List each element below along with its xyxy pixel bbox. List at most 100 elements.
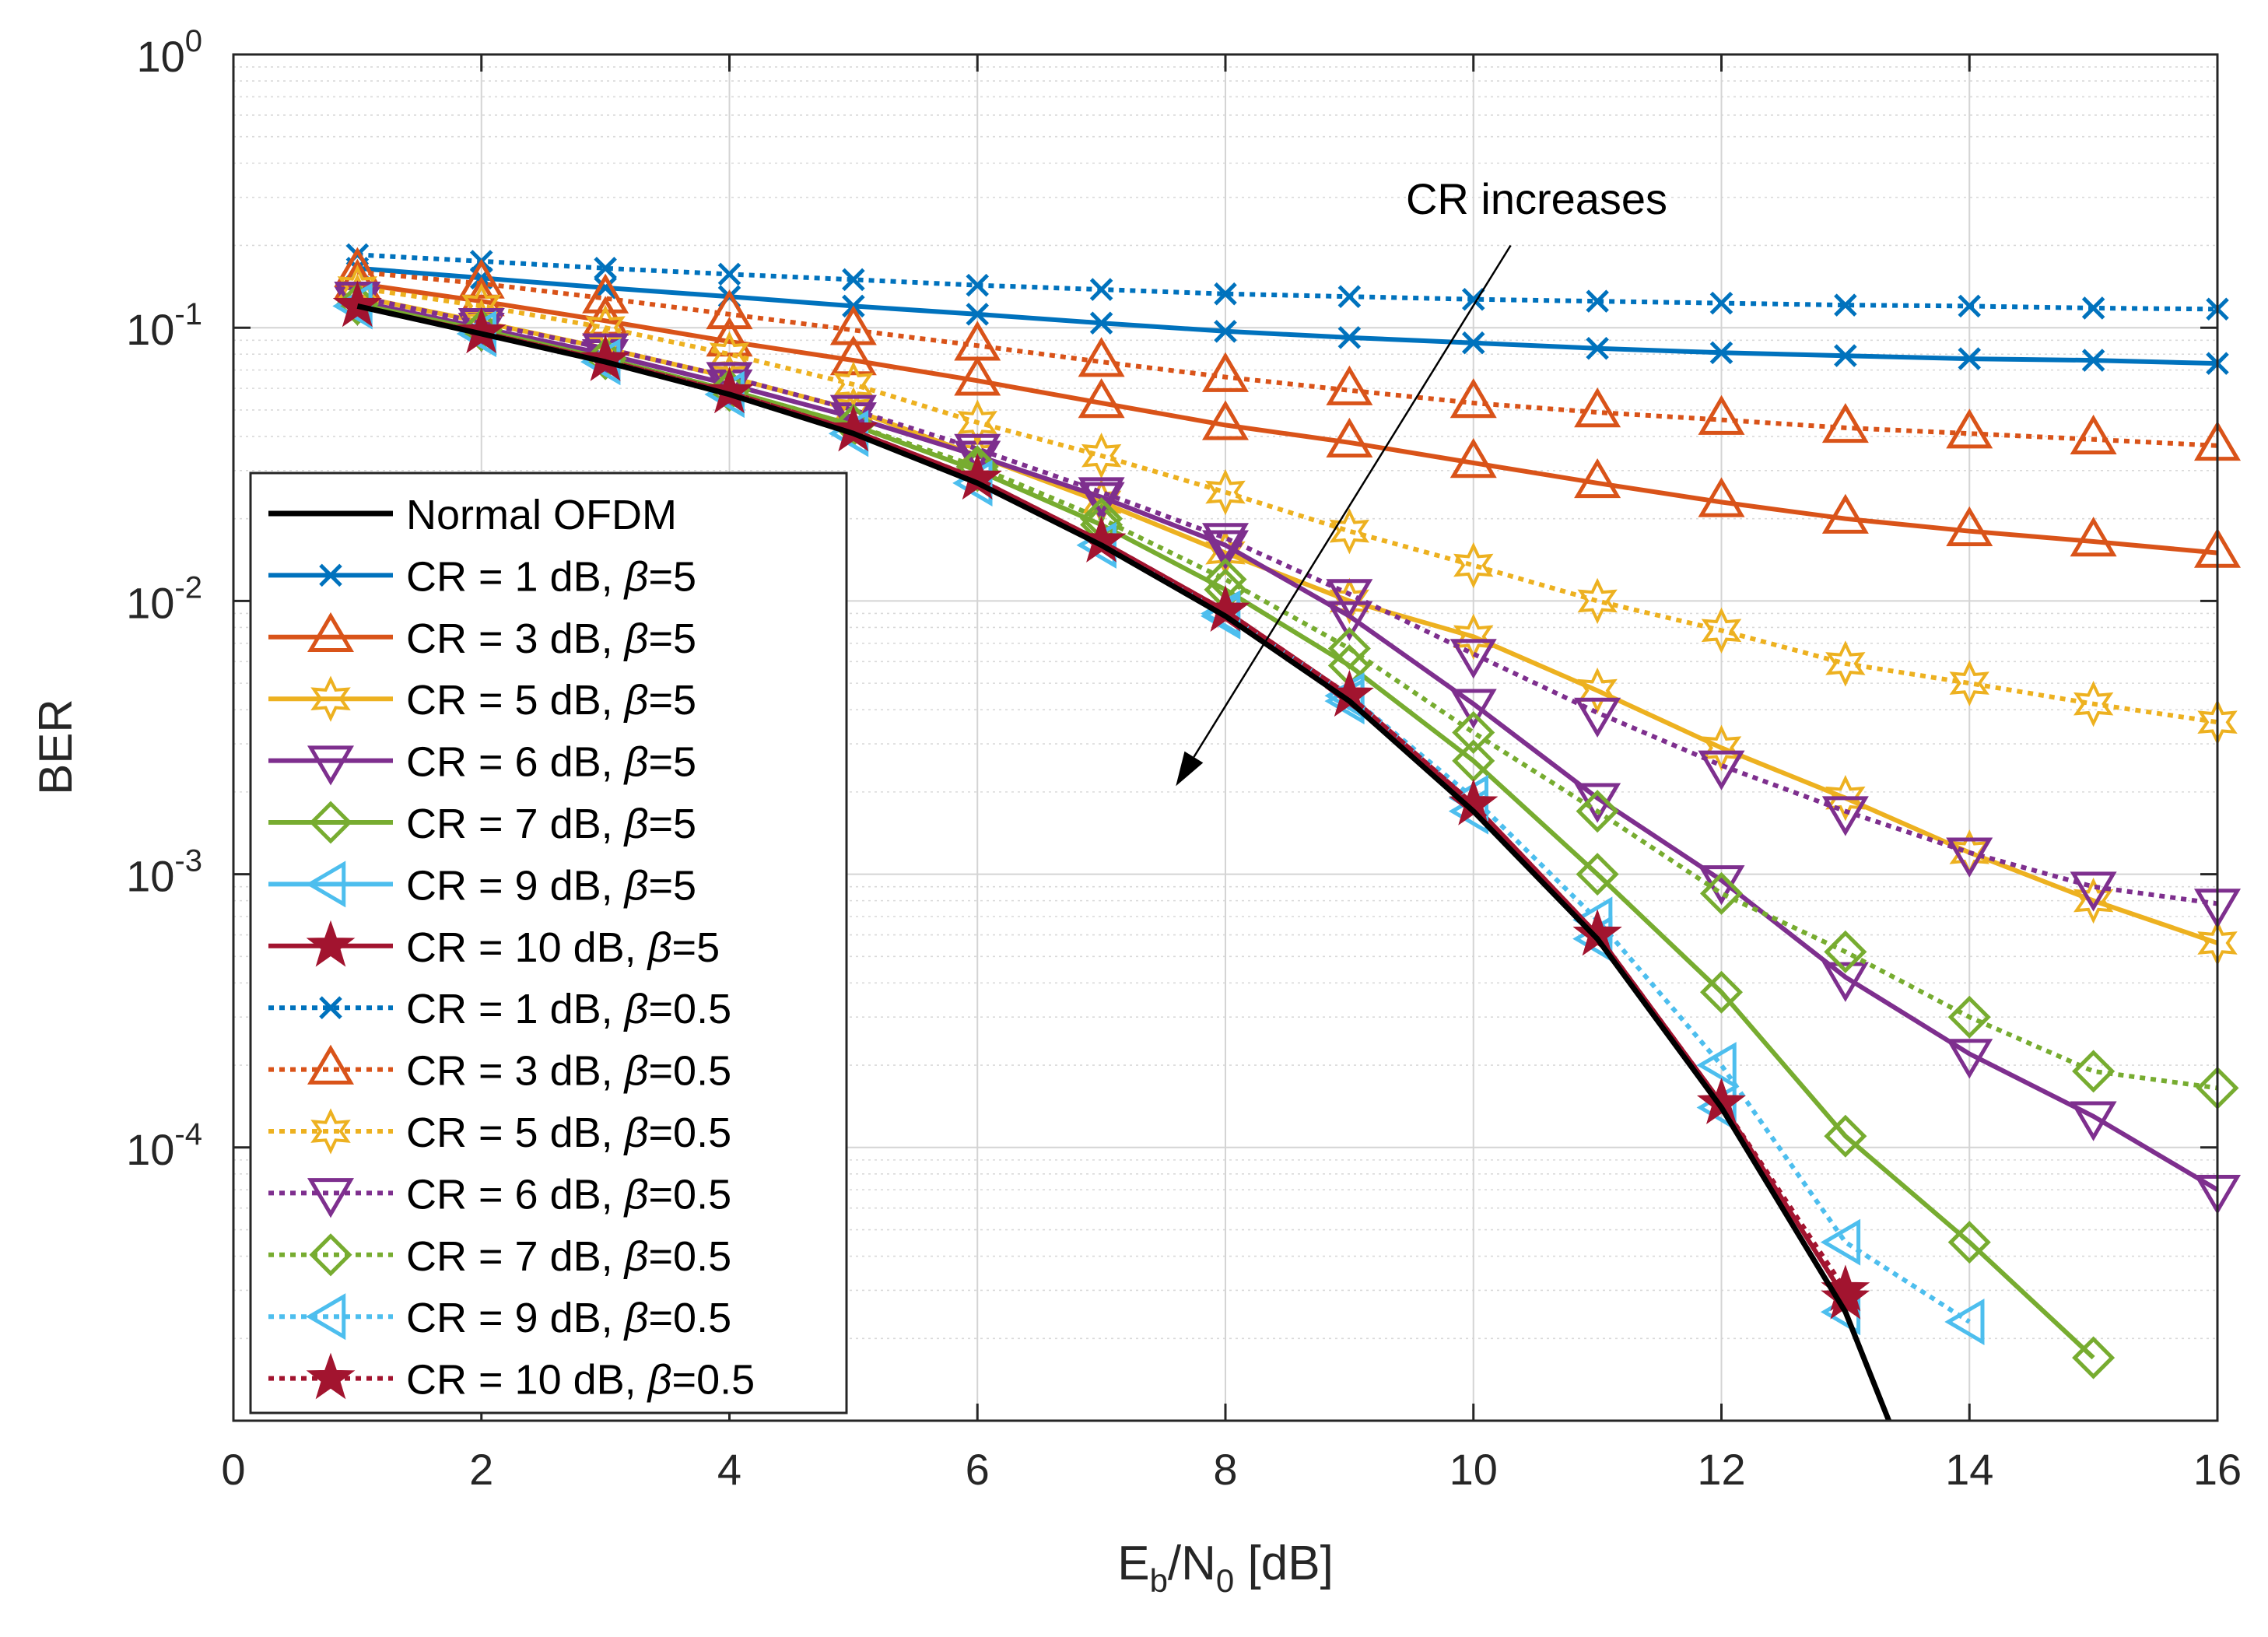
data-point — [957, 399, 997, 446]
x-label-slash: /N — [1168, 1537, 1216, 1590]
data-point — [1834, 344, 1857, 367]
data-point — [1577, 667, 1618, 714]
data-point — [2081, 349, 2105, 372]
data-point — [1089, 278, 1113, 301]
data-point — [1201, 523, 1250, 563]
x-label-sub2: 0 — [1216, 1562, 1234, 1599]
data-point — [1586, 337, 1609, 360]
data-point — [1449, 639, 1497, 679]
series-cr-3-db-beta-5 — [334, 258, 2242, 568]
data-point — [1201, 400, 1250, 440]
data-point — [1078, 477, 1125, 517]
legend-label: CR = 7 dB, β=5 — [406, 801, 696, 847]
legend-label: CR = 1 dB, β=5 — [406, 553, 696, 600]
data-point — [1821, 402, 1869, 443]
legend-item: CR = 9 dB, β=0.5 — [268, 1293, 731, 1341]
data-point — [1337, 326, 1362, 349]
data-point — [966, 273, 990, 297]
data-point — [1834, 293, 1857, 317]
legend-label: CR = 6 dB, β=0.5 — [406, 1171, 731, 1218]
legend-label: CR = 1 dB, β=0.5 — [406, 986, 731, 1032]
data-point — [1820, 1218, 1861, 1266]
data-point — [1946, 408, 1993, 449]
data-point — [2072, 1050, 2116, 1093]
data-point — [1337, 285, 1362, 308]
data-point — [1947, 995, 1991, 1039]
legend-marker — [310, 675, 351, 722]
data-point — [1089, 311, 1113, 335]
data-point — [2073, 681, 2114, 727]
data-point — [1201, 530, 1250, 570]
data-point — [1586, 289, 1609, 313]
data-point — [829, 305, 877, 345]
legend-label: CR = 6 dB, β=5 — [406, 739, 696, 786]
legend-marker — [309, 801, 352, 844]
data-point — [1577, 577, 1618, 625]
data-point — [954, 433, 1001, 474]
data-point — [1824, 930, 1867, 973]
series-line — [356, 294, 2218, 906]
data-point — [1958, 294, 1982, 318]
data-point — [457, 258, 505, 299]
legend-label: CR = 7 dB, β=0.5 — [406, 1233, 731, 1280]
data-point — [1214, 320, 1237, 343]
data-point — [1701, 607, 1742, 654]
x-tick-label: 6 — [966, 1445, 990, 1494]
legend-marker — [319, 996, 342, 1019]
data-point — [1698, 477, 1745, 517]
data-point — [1709, 341, 1733, 365]
data-point — [1205, 468, 1246, 516]
data-point — [2081, 296, 2105, 320]
data-point — [1946, 506, 1993, 546]
legend-item: CR = 6 dB, β=5 — [268, 739, 696, 786]
data-point — [1461, 331, 1485, 355]
legend-marker — [310, 1108, 351, 1155]
data-point — [1449, 689, 1497, 729]
annotation-arrow-line — [1193, 244, 1512, 758]
data-point — [1946, 837, 1993, 878]
data-point — [1576, 853, 1619, 896]
y-tick-label: 10-2 — [126, 570, 202, 627]
data-point — [457, 307, 507, 354]
data-point — [954, 356, 1001, 396]
data-point — [829, 405, 878, 452]
data-point — [1946, 1039, 1993, 1079]
y-tick-label: 10-3 — [126, 844, 202, 901]
legend-label: CR = 9 dB, β=5 — [406, 862, 696, 909]
data-point — [954, 321, 1001, 361]
x-tick-label: 14 — [1945, 1445, 1993, 1494]
legend-item: CR = 9 dB, β=5 — [268, 861, 696, 909]
series-layer — [332, 243, 2242, 1422]
legend-marker — [306, 861, 346, 908]
data-point — [966, 303, 990, 326]
annotation-text: CR increases — [1406, 174, 1667, 223]
x-tick-label: 4 — [717, 1445, 741, 1494]
data-point — [1572, 909, 1622, 956]
data-point — [1821, 796, 1869, 836]
data-point — [1709, 291, 1733, 315]
data-point — [1201, 352, 1250, 392]
legend-label: CR = 3 dB, β=5 — [406, 615, 696, 662]
data-point — [2070, 871, 2117, 912]
data-point — [1949, 660, 1989, 706]
data-point — [594, 257, 617, 280]
data-point — [1078, 378, 1125, 419]
legend-label: CR = 5 dB, β=0.5 — [406, 1109, 731, 1156]
data-point — [1698, 394, 1745, 435]
annotation: CR increases — [1176, 174, 1667, 787]
data-point — [1327, 626, 1371, 671]
data-point — [1326, 365, 1373, 405]
data-point — [1326, 417, 1373, 458]
legend-label: CR = 10 dB, β=0.5 — [406, 1357, 755, 1404]
data-point — [706, 289, 753, 330]
data-point — [1698, 750, 1745, 790]
data-point — [580, 335, 630, 381]
data-point — [2070, 1101, 2117, 1141]
data-point — [1461, 287, 1485, 311]
data-point — [1825, 775, 1866, 822]
legend-marker — [309, 1233, 352, 1277]
data-point — [2070, 414, 2117, 455]
legend-label: Normal OFDM — [406, 492, 677, 538]
legend-marker — [307, 1044, 355, 1085]
legend-item: CR = 3 dB, β=5 — [268, 612, 696, 662]
